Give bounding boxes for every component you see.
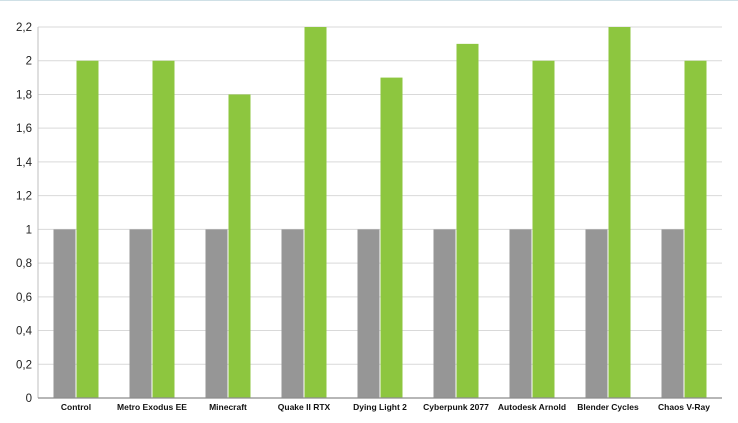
y-tick-label: 2 bbox=[26, 56, 32, 68]
bar-green-1 bbox=[152, 60, 175, 399]
axes bbox=[37, 27, 722, 399]
y-tick-label: 1,4 bbox=[16, 157, 33, 169]
y-tick-label: 0,6 bbox=[16, 292, 32, 304]
x-tick-label: Control bbox=[61, 402, 91, 412]
x-axis-tick-labels: Control Metro Exodus EE Minecraft Quake II … bbox=[61, 402, 710, 412]
x-tick-label: Chaos V-Ray bbox=[658, 402, 710, 412]
x-tick-label: Quake II RTX bbox=[278, 402, 331, 412]
y-tick-label: 0,4 bbox=[16, 326, 33, 338]
bar-gray-3 bbox=[281, 229, 304, 398]
bar-gray-4 bbox=[357, 229, 380, 398]
bar-green-0 bbox=[76, 60, 99, 399]
y-tick-label: 1,8 bbox=[16, 89, 32, 101]
bar-green-4 bbox=[380, 77, 403, 398]
y-tick-label: 1 bbox=[26, 224, 32, 236]
bar-gray-6 bbox=[509, 229, 532, 398]
y-tick-label: 2,2 bbox=[16, 22, 32, 34]
x-tick-label: Cyberpunk 2077 bbox=[423, 402, 489, 412]
y-tick-label: 1,6 bbox=[16, 123, 32, 135]
x-tick-label: Blender Cycles bbox=[577, 402, 639, 412]
bar-gray-7 bbox=[585, 229, 608, 398]
bar-gray-8 bbox=[661, 229, 684, 398]
y-axis-tick-labels: 0 0,2 0,4 0,6 0,8 1 1,2 1,4 1,6 1,8 2 2,2 bbox=[16, 22, 33, 405]
bars bbox=[53, 27, 707, 399]
bar-green-2 bbox=[228, 94, 251, 399]
bar-green-6 bbox=[532, 60, 555, 399]
bar-green-7 bbox=[608, 27, 631, 398]
x-tick-label: Autodesk Arnold bbox=[498, 402, 566, 412]
bar-gray-0 bbox=[53, 229, 76, 398]
bar-green-5 bbox=[456, 43, 479, 398]
x-tick-label: Minecraft bbox=[209, 402, 247, 412]
bar-gray-2 bbox=[205, 229, 228, 398]
bar-gray-1 bbox=[129, 229, 152, 398]
bar-gray-5 bbox=[433, 229, 456, 398]
bar-green-8 bbox=[684, 60, 707, 399]
y-tick-label: 0,2 bbox=[16, 359, 32, 371]
y-tick-label: 0 bbox=[26, 393, 32, 405]
y-tick-label: 1,2 bbox=[16, 191, 32, 203]
x-tick-label: Metro Exodus EE bbox=[117, 402, 187, 412]
gridlines bbox=[38, 26, 722, 365]
y-tick-label: 0,8 bbox=[16, 258, 32, 270]
x-tick-label: Dying Light 2 bbox=[353, 402, 407, 412]
bar-green-3 bbox=[304, 27, 327, 398]
